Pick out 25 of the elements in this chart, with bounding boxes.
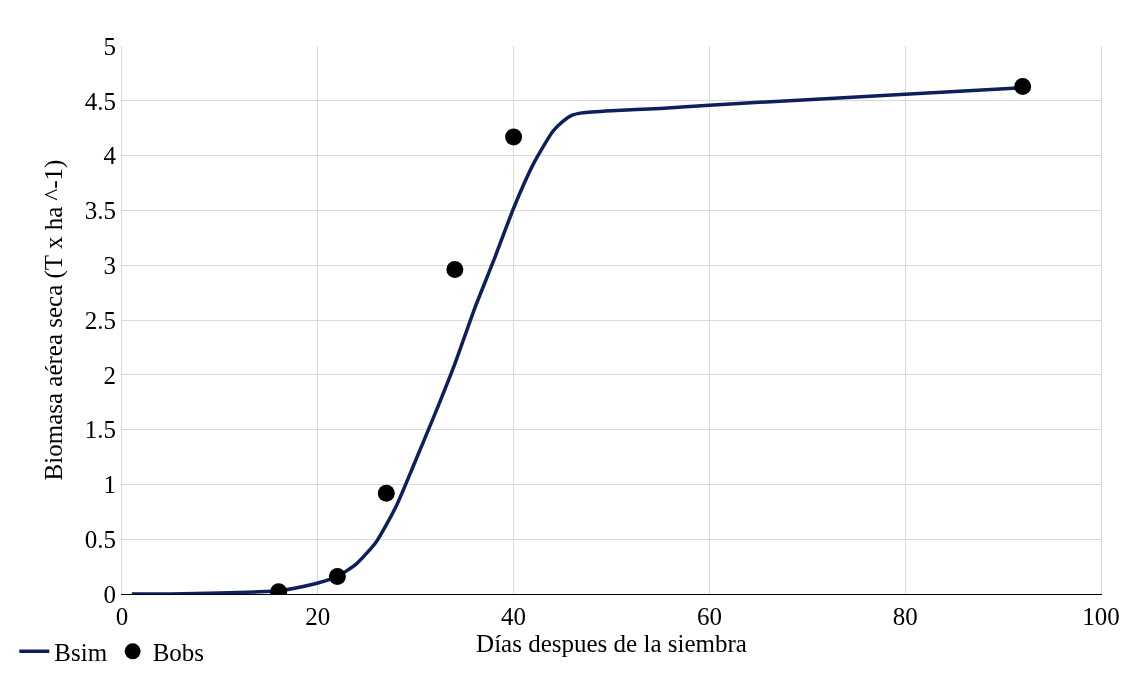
y-tick-label: 3.5 <box>84 197 116 225</box>
point <box>446 261 464 279</box>
x-axis-title: Días despues de la siembra <box>476 630 747 657</box>
x-tick-label: 60 <box>696 603 722 630</box>
y-tick-label: 1.5 <box>84 416 116 444</box>
x-tick-label: 100 <box>1082 603 1120 630</box>
y-tick-label: 4 <box>103 142 117 170</box>
point <box>328 567 346 585</box>
y-tick-label: 5 <box>103 32 116 60</box>
x-tick-label: 20 <box>305 603 331 630</box>
legend-label: Bobs <box>152 639 205 667</box>
y-tick-label: 0 <box>103 580 116 608</box>
y-tick-label: 3 <box>103 251 116 279</box>
y-tick-label: 1 <box>103 471 116 499</box>
y-tick-label: 2 <box>103 361 116 389</box>
point <box>377 484 395 502</box>
y-tick-label: 4.5 <box>84 87 116 115</box>
y-tick-label: 2.5 <box>84 306 116 334</box>
y-axis-title: Biomasa aérea seca (T x ha ^-1) <box>39 159 68 481</box>
y-tick-label: 0.5 <box>84 525 116 553</box>
x-tick-label: 80 <box>892 603 918 630</box>
legend-label: Bsim <box>54 639 108 667</box>
point <box>1014 78 1032 96</box>
x-tick-label: 40 <box>501 603 527 630</box>
point <box>505 128 523 146</box>
